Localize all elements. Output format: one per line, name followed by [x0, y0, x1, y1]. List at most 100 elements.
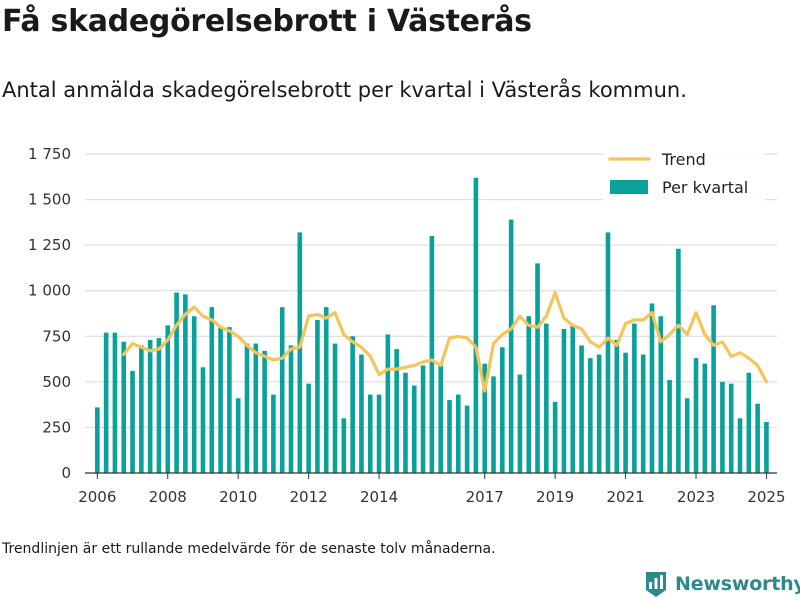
bar [218, 327, 223, 473]
bar [702, 363, 708, 473]
bar [367, 394, 373, 473]
bar [376, 394, 382, 473]
bar [676, 248, 681, 473]
bar [297, 232, 303, 473]
legend-swatch-per-kvartal [610, 180, 648, 194]
bar [253, 343, 259, 473]
bar [570, 325, 576, 473]
bar [315, 319, 320, 473]
bar [420, 365, 426, 473]
x-tick-label: 2006 [78, 488, 116, 506]
y-tick-label: 750 [42, 327, 71, 345]
y-tick-label: 500 [42, 373, 71, 391]
y-tick-label: 1 000 [28, 282, 71, 300]
bar [191, 316, 197, 473]
legend-label-trend: Trend [661, 150, 706, 169]
bar [271, 394, 276, 473]
x-tick-label: 2017 [466, 488, 504, 506]
bar [764, 421, 769, 473]
bar [165, 325, 171, 473]
line-series-trend [122, 290, 769, 393]
x-tick-label: 2025 [747, 488, 785, 506]
bar [447, 400, 452, 473]
bar [684, 398, 690, 473]
bar [112, 332, 118, 473]
bar [667, 380, 672, 473]
bar [464, 405, 470, 473]
bar [394, 349, 399, 473]
bar [350, 336, 355, 473]
bar [403, 372, 408, 473]
bar [711, 305, 716, 473]
bar [147, 339, 153, 473]
bar [588, 358, 593, 473]
bar [227, 327, 232, 473]
bar [103, 332, 109, 473]
bar [658, 316, 664, 473]
bar [279, 307, 285, 473]
bar [728, 383, 734, 473]
bar [174, 292, 179, 473]
y-tick-label: 1 500 [28, 191, 71, 209]
bar [385, 334, 391, 473]
x-axis: 2006 2008 2010 2012 2014 2017 2019 2021 2023 2025 [78, 472, 786, 506]
bar [183, 294, 188, 473]
x-tick-label: 2008 [149, 488, 187, 506]
x-tick-label: 2021 [606, 488, 644, 506]
bar [95, 407, 100, 473]
bar [244, 343, 250, 473]
bar [500, 347, 505, 473]
y-tick-label: 250 [42, 418, 71, 436]
bar [508, 219, 514, 473]
bar [139, 345, 144, 473]
x-tick-label: 2010 [219, 488, 257, 506]
bar [323, 307, 329, 473]
x-tick-label: 2012 [290, 488, 328, 506]
bar [262, 350, 267, 473]
bar [209, 307, 215, 473]
bar [121, 341, 127, 473]
bar [632, 323, 637, 473]
bar [720, 381, 725, 473]
bar [552, 401, 558, 473]
bar [429, 236, 435, 473]
bar [693, 358, 699, 473]
footnote: Trendlinjen är ett rullande medelvärde f… [2, 541, 496, 557]
bar [473, 177, 479, 473]
trend-line [122, 290, 769, 393]
bar [200, 367, 206, 473]
bar [561, 328, 567, 473]
bar [438, 365, 443, 473]
bar [579, 345, 584, 473]
bar [605, 232, 611, 473]
y-axis: 0 250 500 750 1 000 1 250 1 500 1 750 [28, 145, 71, 482]
bar [535, 263, 540, 473]
bar [130, 370, 135, 473]
bar [235, 398, 241, 473]
x-tick-label: 2014 [360, 488, 398, 506]
newsworthy-logo-icon [646, 572, 666, 597]
bar [623, 352, 628, 473]
legend-label-per-kvartal: Per kvartal [662, 178, 748, 197]
bar-series-per-kvartal [95, 177, 769, 473]
bar [156, 338, 162, 473]
bar [544, 323, 549, 473]
chart-subtitle: Antal anmälda skadegörelsebrott per kvar… [2, 78, 687, 102]
bar [737, 418, 743, 473]
bar [596, 354, 602, 473]
y-tick-label: 0 [61, 464, 71, 482]
y-tick-label: 1 750 [28, 145, 71, 163]
brand-name: Newsworthy [675, 573, 800, 595]
bar [614, 339, 620, 473]
bar [411, 385, 417, 473]
bar [341, 418, 347, 473]
bar [649, 303, 655, 473]
x-tick-label: 2019 [536, 488, 574, 506]
bar [482, 363, 488, 473]
legend: Trend Per kvartal [603, 146, 765, 202]
bar [491, 376, 496, 473]
brand-logo: Newsworthy [644, 569, 800, 599]
chart-title: Få skadegörelsebrott i Västerås [2, 4, 532, 39]
bar [526, 316, 532, 473]
